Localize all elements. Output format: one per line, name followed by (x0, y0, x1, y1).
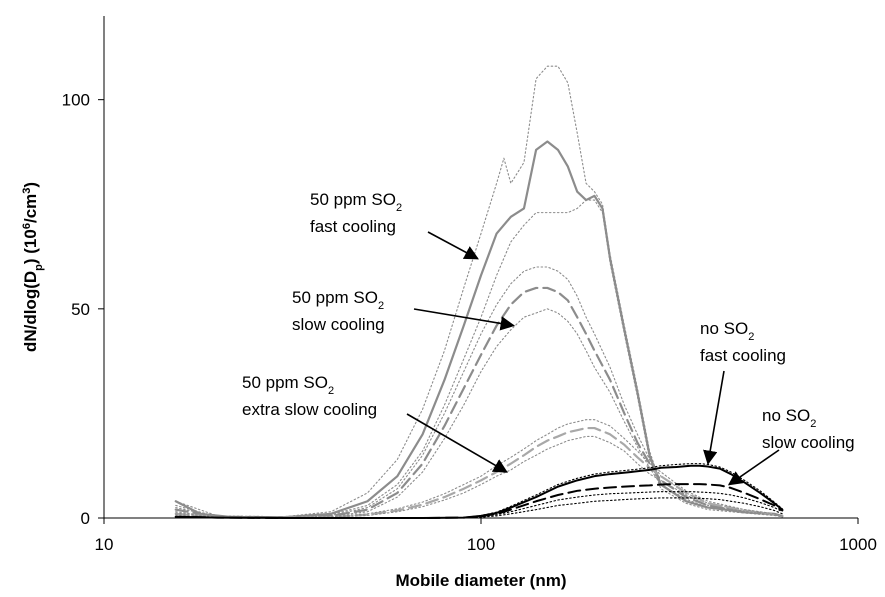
series-line-9 (175, 435, 783, 519)
y-tick-label-50: 50 (71, 300, 90, 319)
annotation-arrow (727, 449, 780, 486)
annotation-text: slow cooling (762, 433, 855, 452)
ticks (98, 99, 859, 524)
plot-lines (174, 65, 784, 519)
annotation-text: fast cooling (700, 346, 786, 365)
series-line-12 (174, 483, 784, 519)
y-tick-label-100: 100 (62, 91, 90, 110)
series-line-14 (175, 497, 783, 519)
series-line-6 (175, 308, 783, 518)
annotation-a2: 50 ppm SO2 slow cooling (292, 288, 515, 334)
x-tick-label-1000: 1000 (839, 535, 877, 554)
annotation-a4: no SO2 fast cooling (700, 319, 786, 466)
series-line-2 (175, 65, 783, 518)
annotation-text: fast cooling (310, 217, 396, 236)
x-tick-label-100: 100 (467, 535, 495, 554)
series-line-7 (174, 426, 784, 519)
annotation-text: 50 ppm SO2 (242, 373, 334, 397)
series-line-8 (175, 419, 783, 519)
series-line-11 (175, 463, 783, 519)
annotation-text: no SO2 (700, 319, 754, 343)
annotation-text: no SO2 (762, 406, 816, 430)
tick-labels: 10 100 1000 0 50 100 (62, 91, 877, 554)
annotations: 50 ppm SO2 fast cooling 50 ppm SO2 slow coo… (242, 190, 855, 486)
annotation-arrow (427, 231, 479, 260)
x-tick-label-10: 10 (95, 535, 114, 554)
annotation-arrow (413, 308, 515, 331)
annotation-text: extra slow cooling (242, 400, 377, 419)
series-line-5 (175, 266, 783, 518)
y-axis-title: dN/dlog(Dp) (106/cm3) (21, 182, 45, 352)
annotation-text: 50 ppm SO2 (310, 190, 402, 214)
annotation-text: 50 ppm SO2 (292, 288, 384, 312)
y-tick-label-0: 0 (81, 509, 90, 528)
series-line-1 (174, 140, 784, 519)
annotation-text: slow cooling (292, 315, 385, 334)
axes (103, 16, 858, 519)
annotation-a3: 50 ppm SO2 extra slow cooling (242, 373, 508, 473)
annotation-arrow (703, 370, 725, 466)
x-axis-title: Mobile diameter (nm) (396, 571, 567, 590)
annotation-a5: no SO2 slow cooling (727, 406, 855, 486)
annotation-a1: 50 ppm SO2 fast cooling (310, 190, 479, 260)
annotation-arrow (406, 413, 508, 473)
series-line-3 (175, 199, 783, 518)
